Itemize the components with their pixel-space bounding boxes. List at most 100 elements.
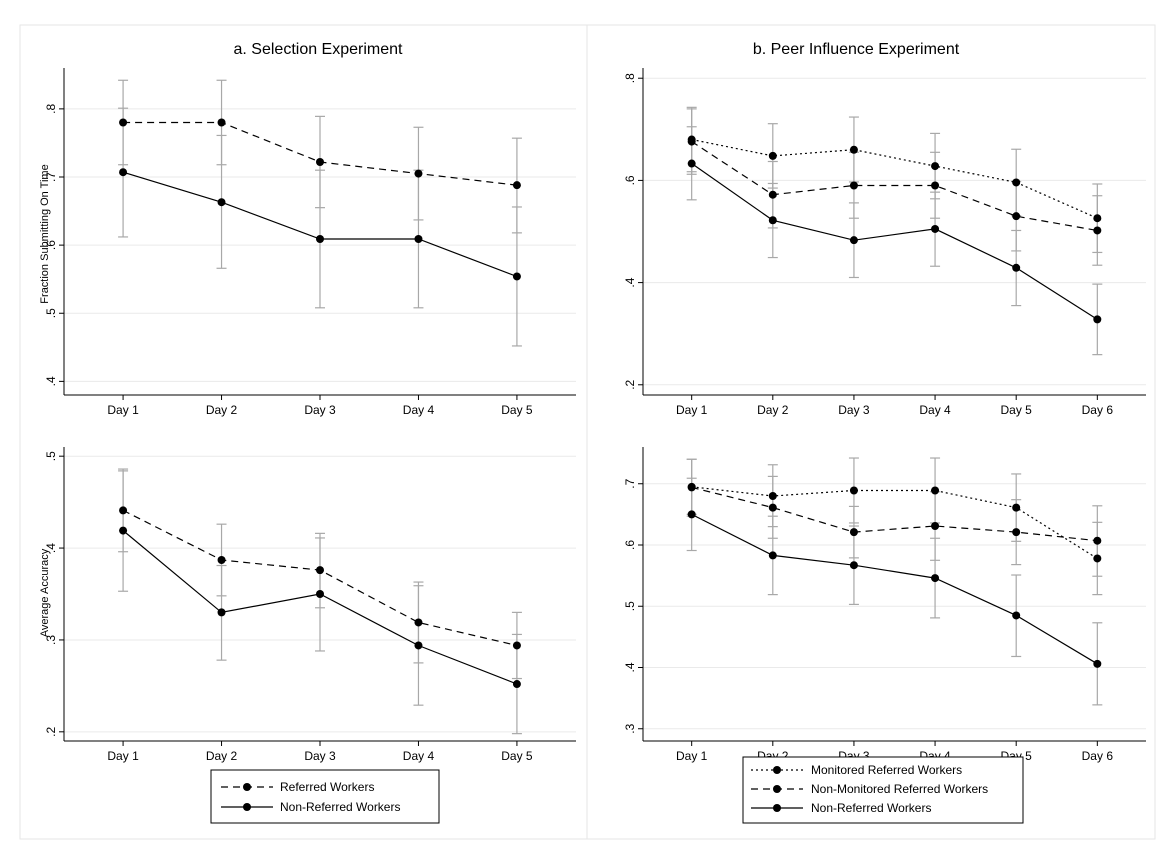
data-point xyxy=(931,162,940,171)
data-point xyxy=(849,528,858,537)
data-point xyxy=(1093,315,1102,324)
data-point xyxy=(512,641,521,650)
x-tick-label: Day 3 xyxy=(304,403,336,417)
x-tick-label: Day 6 xyxy=(1082,403,1114,417)
chart-selection-top: a. Selection Experiment Fraction Submitt… xyxy=(39,41,576,417)
x-tick-label: Day 5 xyxy=(501,403,533,417)
data-point xyxy=(931,181,940,190)
x-tick-label: Day 6 xyxy=(1082,749,1114,763)
data-point xyxy=(931,486,940,495)
series-line-solid xyxy=(691,163,1098,320)
series-line-dotted xyxy=(691,138,1098,219)
data-point xyxy=(768,492,777,500)
data-point xyxy=(1012,503,1021,512)
series-line-dashed xyxy=(691,141,1098,232)
data-point xyxy=(414,234,423,243)
data-point xyxy=(1012,611,1021,620)
data-point xyxy=(849,486,858,495)
legend-label-non-referred: Non-Referred Workers xyxy=(280,800,400,814)
data-point xyxy=(119,118,128,127)
data-point xyxy=(217,118,226,127)
chart-peer-top: b. Peer Influence Experiment .2 .4 .6 .8 Day… xyxy=(623,41,1146,417)
data-point xyxy=(1012,263,1021,272)
data-point xyxy=(414,641,423,650)
panel-b-frame xyxy=(586,24,1156,840)
y-tick-label: .5 xyxy=(623,601,637,611)
y-tick-label: .4 xyxy=(623,277,637,287)
chart-title: b. Peer Influence Experiment xyxy=(753,41,960,58)
legend-box xyxy=(742,756,1024,824)
data-point xyxy=(931,224,940,233)
data-point xyxy=(414,618,423,627)
y-tick-label: .4 xyxy=(44,543,58,553)
data-point xyxy=(316,566,324,575)
data-point xyxy=(687,137,696,146)
data-point xyxy=(768,216,777,225)
x-tick-label: Day 2 xyxy=(206,403,238,417)
data-point xyxy=(217,556,226,565)
data-point xyxy=(217,198,226,207)
y-tick-label: .6 xyxy=(623,540,637,550)
data-point xyxy=(931,574,940,583)
x-tick-label: Day 1 xyxy=(107,749,139,763)
data-point xyxy=(768,151,777,160)
data-point xyxy=(687,159,696,168)
y-tick-label: .7 xyxy=(623,478,637,488)
x-tick-label: Day 5 xyxy=(1001,403,1033,417)
legend-box xyxy=(210,769,440,824)
legend-label-non-referred: Non-Referred Workers xyxy=(811,801,931,815)
x-tick-label: Day 2 xyxy=(206,749,238,763)
x-tick-label: Day 2 xyxy=(757,403,789,417)
y-tick-label: .4 xyxy=(623,662,637,672)
y-tick-label: .8 xyxy=(623,73,637,83)
data-point xyxy=(849,236,858,245)
data-point xyxy=(217,608,226,617)
data-point xyxy=(931,522,940,531)
data-point xyxy=(768,551,777,560)
x-tick-label: Day 4 xyxy=(403,749,435,763)
y-tick-label: .2 xyxy=(623,379,637,389)
y-tick-label: .4 xyxy=(44,376,58,386)
legend-selection: Referred Workers Non-Referred Workers xyxy=(210,769,440,824)
x-tick-label: Day 5 xyxy=(501,749,533,763)
data-point xyxy=(119,506,128,515)
x-tick-label: Day 1 xyxy=(107,403,139,417)
y-tick-label: .8 xyxy=(44,104,58,114)
x-tick-label: Day 4 xyxy=(919,403,951,417)
data-point xyxy=(512,680,521,689)
y-tick-label: .5 xyxy=(44,451,58,461)
data-point xyxy=(1093,226,1102,235)
y-tick-label: .3 xyxy=(623,723,637,733)
legend-label-monitored: Monitored Referred Workers xyxy=(811,763,962,777)
data-point xyxy=(316,590,324,598)
legend-marker xyxy=(243,803,251,811)
data-point xyxy=(512,272,521,281)
legend-label-non-monitored: Non-Monitored Referred Workers xyxy=(811,782,988,796)
y-tick-label: .6 xyxy=(44,240,58,250)
legend-marker xyxy=(773,766,781,774)
data-point xyxy=(849,181,858,190)
y-tick-label: .5 xyxy=(44,308,58,318)
x-tick-label: Day 4 xyxy=(403,403,435,417)
data-point xyxy=(119,168,128,177)
data-point xyxy=(768,190,777,199)
data-point xyxy=(1093,554,1102,563)
x-tick-label: Day 1 xyxy=(676,403,708,417)
data-point xyxy=(119,526,128,535)
data-point xyxy=(1012,178,1021,187)
data-point xyxy=(687,510,696,519)
data-point xyxy=(687,483,696,492)
legend-marker xyxy=(773,785,781,793)
series-line-dashed xyxy=(691,486,1098,542)
x-tick-label: Day 1 xyxy=(676,749,708,763)
legend-marker xyxy=(243,783,251,791)
data-point xyxy=(849,145,858,154)
chart-selection-bottom: Average Accuracy .2 .3 .4 .5 Day 1 Day 2 Day 3… xyxy=(39,447,576,763)
data-point xyxy=(1093,536,1102,545)
y-tick-label: .2 xyxy=(44,726,58,736)
data-point xyxy=(1093,214,1102,223)
legend-marker xyxy=(773,804,781,812)
y-tick-label: .6 xyxy=(623,175,637,185)
data-point xyxy=(1093,659,1102,668)
